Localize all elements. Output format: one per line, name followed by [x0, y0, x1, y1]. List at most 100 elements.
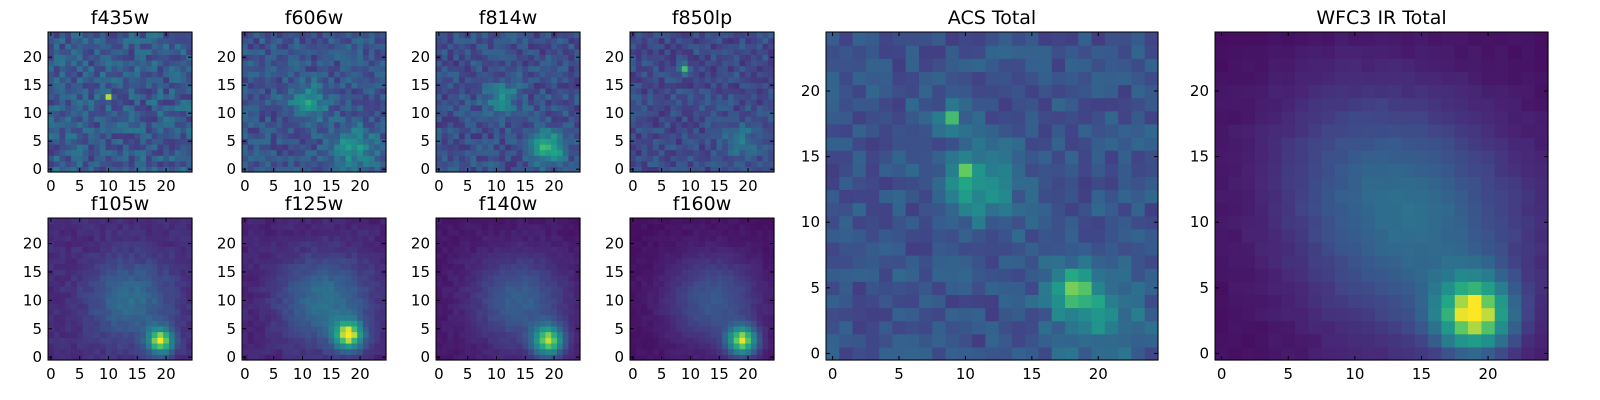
heatmap-cell	[48, 132, 55, 139]
heatmap-cell	[1025, 32, 1040, 46]
heatmap-cell	[516, 155, 523, 162]
heatmap-cell	[516, 149, 523, 156]
heatmap-cell	[305, 65, 312, 72]
heatmap-cell	[253, 88, 260, 95]
heatmap-cell	[163, 104, 170, 111]
heatmap-cell	[282, 149, 289, 156]
heatmap-cell	[151, 93, 159, 100]
heatmap-cell	[852, 215, 867, 230]
heatmap-cell	[998, 150, 1013, 164]
heatmap-cell	[892, 294, 907, 309]
heatmap-cell	[892, 255, 907, 269]
heatmap-cell	[493, 149, 500, 156]
heatmap-cell	[528, 138, 535, 145]
heatmap-cell	[1131, 84, 1146, 99]
heatmap-cell	[328, 48, 335, 55]
heatmap-cell	[311, 71, 318, 78]
heatmap-cell	[932, 136, 947, 151]
heatmap-cell	[1321, 123, 1336, 138]
heatmap-cell	[53, 88, 61, 95]
heatmap-cell	[985, 294, 1000, 309]
heatmap-cell	[180, 229, 187, 236]
heatmap-cell	[716, 138, 723, 145]
heatmap-cell	[892, 228, 907, 243]
heatmap-cell	[59, 240, 66, 247]
heatmap-cell	[299, 48, 306, 55]
heatmap-cell	[174, 138, 182, 145]
heatmap-cell	[1131, 268, 1146, 282]
heatmap-cell	[1508, 320, 1522, 335]
heatmap-cell	[681, 127, 689, 134]
heatmap-cell	[299, 127, 306, 134]
heatmap-cell	[1091, 136, 1106, 151]
heatmap-cell	[693, 110, 700, 117]
heatmap-cell	[305, 291, 312, 299]
heatmap-cell	[905, 45, 920, 59]
heatmap-cell	[716, 65, 723, 72]
heatmap-cell	[128, 149, 135, 156]
heatmap-cell	[1144, 45, 1159, 59]
heatmap-cell	[1078, 294, 1093, 309]
heatmap-cell	[59, 252, 66, 259]
heatmap-cell	[635, 138, 643, 145]
heatmap-cell	[1481, 45, 1496, 59]
heatmap-cell	[117, 138, 124, 145]
heatmap-cell	[53, 82, 61, 89]
heatmap-cell	[140, 104, 147, 111]
heatmap-cell	[826, 32, 840, 46]
heatmap-cell	[879, 268, 893, 282]
heatmap-cell	[733, 60, 741, 67]
heatmap-cell	[533, 110, 541, 117]
heatmap-cell	[464, 37, 472, 44]
heatmap-cell	[1268, 189, 1283, 204]
heatmap-cell	[487, 138, 495, 145]
heatmap-cell	[253, 320, 260, 327]
heatmap-cell	[985, 189, 1000, 204]
heatmap-cell	[499, 110, 506, 117]
heatmap-cell	[122, 257, 130, 265]
heatmap-cell	[1065, 333, 1079, 348]
heatmap-cell	[265, 314, 272, 321]
x-tick-label: 0	[46, 177, 56, 195]
heatmap-cell	[322, 54, 329, 61]
heatmap-cell	[316, 93, 324, 100]
heatmap-cell	[368, 308, 376, 316]
heatmap-cell	[545, 32, 552, 39]
heatmap-cell	[247, 82, 255, 89]
heatmap-cell	[839, 84, 854, 99]
heatmap-cell	[94, 60, 101, 67]
heatmap-cell	[562, 93, 570, 100]
heatmap-cell	[174, 110, 182, 117]
heatmap-cell	[1011, 150, 1026, 164]
heatmap-cell	[664, 48, 671, 55]
heatmap-cell	[299, 132, 306, 139]
heatmap-cell	[117, 314, 124, 321]
heatmap-cell	[334, 303, 341, 310]
heatmap-cell	[676, 116, 683, 123]
heatmap-cell	[1281, 346, 1296, 361]
heatmap-cell	[1481, 333, 1496, 348]
heatmap-cell	[259, 286, 266, 293]
heatmap-cell	[82, 48, 89, 55]
heatmap-cell	[305, 71, 312, 78]
heatmap-cell	[704, 144, 712, 151]
heatmap-cell	[1534, 202, 1549, 217]
heatmap-cell	[670, 43, 677, 50]
heatmap-cell	[1441, 32, 1456, 46]
heatmap-cell	[168, 303, 176, 310]
heatmap-cell	[905, 241, 920, 256]
heatmap-cell	[865, 294, 880, 309]
heatmap-cell	[879, 123, 893, 138]
heatmap-cell	[145, 121, 153, 128]
heatmap-cell	[879, 241, 893, 256]
heatmap-cell	[699, 82, 706, 89]
heatmap-cell	[892, 241, 907, 256]
axes-frame	[47, 31, 193, 173]
heatmap-cell	[299, 337, 306, 344]
heatmap-cell	[745, 155, 752, 162]
heatmap-cell	[510, 76, 518, 83]
heatmap-cell	[186, 223, 193, 230]
heatmap-cell	[259, 274, 266, 282]
heatmap-cell	[316, 99, 324, 106]
x-tick-label: 0	[628, 177, 638, 195]
